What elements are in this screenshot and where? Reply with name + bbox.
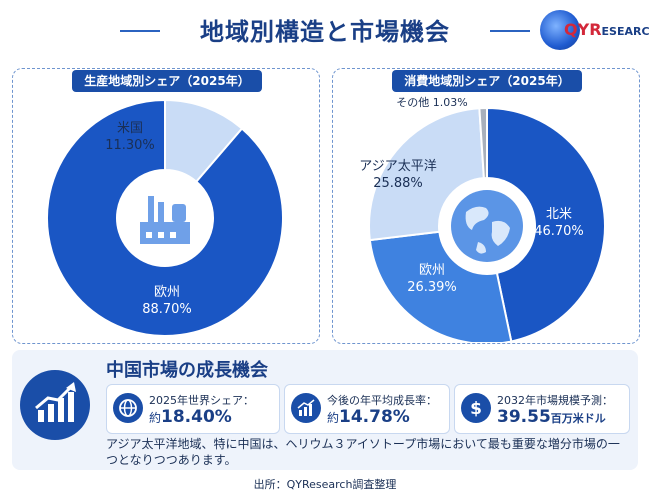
stat-value: 14.78% [339,407,410,427]
china-title: 中国市場の成長機会 [106,360,268,381]
globe-icon [113,393,143,423]
logo-text-q: QYR [564,20,602,39]
slice-value-1: 26.39% [407,280,457,295]
stat-label: 2032年市場規模予測： [497,394,613,407]
slice-label-0: 欧州 [154,285,180,300]
consumption-pie-chart: 北米 46.70% 欧州 26.39% アジア太平洋 25.88% その他 1.03% [359,96,606,342]
qyresearch-logo: QYRESEARCH [540,8,650,54]
pie-slice-3 [478,106,488,180]
title-decoration-right [490,30,530,32]
growth-chart-icon [291,393,321,423]
slice-label-0: 北米 [546,207,572,222]
svg-text:$: $ [470,399,482,419]
stat-prefix: 約 [149,411,162,425]
logo-text-rest: ESEARCH [601,25,650,38]
slice-label-1: 欧州 [419,263,445,278]
slice-label-3: その他 1.03% [396,96,467,109]
slice-value-1: 11.30% [105,138,155,153]
pie-slice-2 [368,107,485,242]
pie-slice-1 [368,230,513,342]
stat-market-size: $ 2032年市場規模予測： 39.55百万米ドル [454,384,630,434]
stat-world-share: 2025年世界シェア： 約18.40% [106,384,280,434]
consumption-chart-title: 消費地域別シェア（2025年） [392,70,582,92]
pie-slice-0 [486,106,606,342]
growth-chart-icon [20,370,90,440]
stat-unit: 百万米ドル [550,412,606,425]
china-description: アジア太平洋地域、特に中国は、ヘリウム３アイソトープ市場において最も重要な増分市… [106,437,620,467]
stat-label: 2025年世界シェア： [149,394,254,407]
slice-label-1: 米国 [117,121,143,136]
factory-icon [140,196,190,244]
consumption-panel [332,68,640,344]
slice-value-2: 25.88% [373,176,423,191]
production-pie-chart: 欧州 88.70% 米国 11.30% [46,98,284,337]
production-panel [12,68,320,344]
logo-globe-icon [540,10,580,50]
slice-value-0: 88.70% [142,302,192,317]
pie-slice-1 [164,98,244,184]
slice-label-2: アジア太平洋 [359,159,436,174]
source-note: 出所：QYResearch調査整理 [253,478,397,491]
dollar-icon: $ [461,393,491,423]
stat-value: 39.55 [497,407,551,427]
donut-hole [118,171,212,265]
title-decoration-left [120,30,160,32]
stat-prefix: 約 [327,411,340,425]
stat-cagr: 今後の年平均成長率： 約14.78% [284,384,450,434]
pie-slice-0 [46,98,284,337]
stat-value: 18.40% [161,407,232,427]
page-title: 地域別構造と市場機会 [200,18,450,46]
slice-value-0: 46.70% [534,224,584,239]
production-chart-title: 生産地域別シェア（2025年） [72,70,262,92]
stat-label: 今後の年平均成長率： [327,394,437,407]
globe-icon [451,190,523,262]
